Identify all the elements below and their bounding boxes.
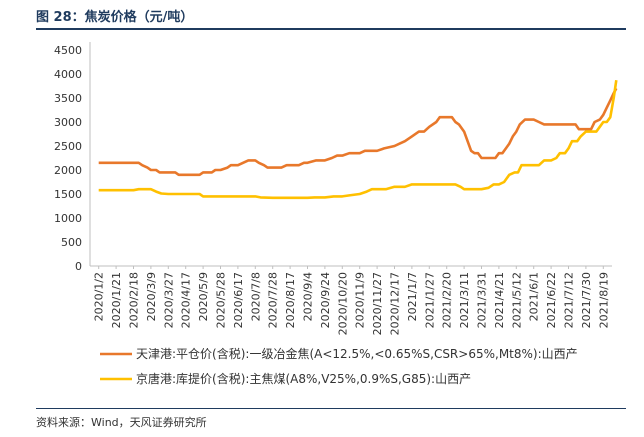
x-tick-label: 2021/4/21	[493, 272, 506, 328]
x-tick-label: 2020/3/27	[162, 272, 175, 328]
x-tick-label: 2021/3/11	[458, 272, 471, 328]
x-tick-label: 2020/11/9	[354, 272, 367, 328]
x-tick-label: 2020/4/17	[180, 272, 193, 328]
x-tick-label: 2021/7/12	[563, 272, 576, 328]
x-tick-label: 2021/5/12	[510, 272, 523, 328]
x-tick-label: 2020/8/17	[284, 272, 297, 328]
x-tick-label: 2020/5/9	[197, 272, 210, 321]
x-tick-label: 2021/6/22	[545, 272, 558, 328]
x-tick-label: 2020/11/27	[371, 272, 384, 335]
x-tick-label: 2021/1/27	[423, 272, 436, 328]
y-tick-label: 3000	[54, 116, 82, 129]
x-tick-label: 2021/6/1	[528, 272, 541, 321]
y-tick-label: 1000	[54, 212, 82, 225]
series-line-2	[98, 80, 618, 200]
x-tick-label: 2021/3/31	[476, 272, 489, 328]
y-tick-label: 0	[75, 260, 82, 273]
y-tick-label: 1500	[54, 188, 82, 201]
y-tick-label: 2000	[54, 164, 82, 177]
x-tick-label: 2020/12/17	[389, 272, 402, 335]
x-tick-label: 2021/8/19	[597, 272, 610, 328]
y-tick-label: 4500	[54, 44, 82, 57]
x-tick-label: 2020/9/4	[302, 272, 315, 321]
x-tick-label: 2020/7/8	[249, 272, 262, 321]
x-tick-label: 2020/1/2	[93, 272, 106, 321]
x-tick-label: 2020/5/28	[215, 272, 228, 328]
source-note: 资料来源：Wind，天风证券研究所	[36, 416, 207, 429]
x-tick-label: 2020/9/24	[319, 272, 332, 328]
legend-label-1: 天津港:平仓价(含税):一级冶金焦(A<12.5%,<0.65%S,CSR>65…	[136, 346, 578, 361]
x-tick-label: 2021/7/30	[580, 272, 593, 328]
x-tick-label: 2020/2/18	[128, 272, 141, 328]
y-tick-label: 2500	[54, 140, 82, 153]
page-title: 图 28：焦炭价格（元/吨）	[36, 10, 194, 25]
y-tick-label: 4000	[54, 68, 82, 81]
x-tick-label: 2020/1/21	[110, 272, 123, 328]
y-tick-label: 3500	[54, 92, 82, 105]
legend-label-2: 京唐港:库提价(含税):主焦煤(A8%,V25%,0.9%S,G85):山西产	[136, 371, 471, 386]
x-tick-label: 2021/2/20	[441, 272, 454, 328]
x-tick-label: 2020/10/20	[336, 272, 349, 335]
footer-rule	[36, 408, 626, 409]
x-tick-label: 2020/6/17	[232, 272, 245, 328]
x-tick-label: 2021/1/7	[406, 272, 419, 321]
x-tick-label: 2020/3/9	[145, 272, 158, 321]
y-tick-label: 500	[61, 236, 82, 249]
title-rule	[36, 28, 626, 30]
x-tick-label: 2020/7/28	[267, 272, 280, 328]
series-line-1	[98, 87, 618, 177]
